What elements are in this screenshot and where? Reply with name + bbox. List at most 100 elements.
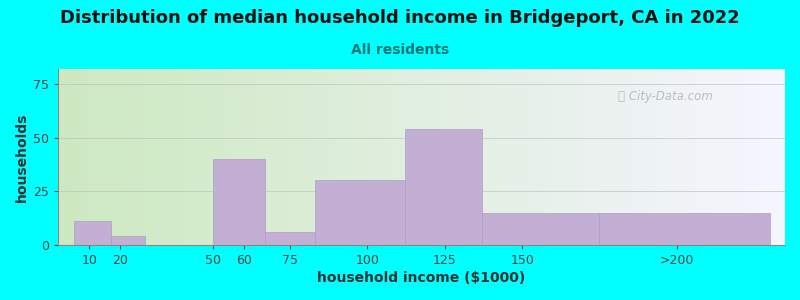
Bar <box>316 69 320 245</box>
Bar <box>570 69 574 245</box>
Bar <box>482 213 599 245</box>
Bar <box>367 69 370 245</box>
Bar <box>196 69 200 245</box>
Bar <box>127 69 131 245</box>
Bar <box>745 69 749 245</box>
Bar <box>287 69 290 245</box>
Bar <box>273 69 276 245</box>
Bar <box>163 69 167 245</box>
Bar <box>389 69 393 245</box>
Bar <box>315 181 405 245</box>
Bar <box>458 69 462 245</box>
Bar <box>171 69 174 245</box>
Bar <box>84 69 87 245</box>
Bar <box>229 69 233 245</box>
Bar <box>658 69 662 245</box>
Bar <box>386 69 389 245</box>
Bar <box>146 69 149 245</box>
Bar <box>349 69 353 245</box>
Bar <box>556 69 560 245</box>
Bar <box>505 69 509 245</box>
Bar <box>553 69 556 245</box>
Bar <box>567 69 570 245</box>
Bar <box>330 69 334 245</box>
Bar <box>480 69 483 245</box>
Bar <box>767 69 770 245</box>
Bar <box>694 69 698 245</box>
Bar <box>462 69 466 245</box>
Bar <box>186 69 189 245</box>
Bar <box>527 69 530 245</box>
Bar <box>360 69 363 245</box>
Bar <box>189 69 193 245</box>
Bar <box>113 69 116 245</box>
Bar <box>742 69 745 245</box>
Bar <box>709 69 712 245</box>
Bar <box>240 69 243 245</box>
Bar <box>749 69 752 245</box>
Bar <box>490 69 494 245</box>
Bar <box>120 69 124 245</box>
Bar <box>320 69 323 245</box>
Bar <box>374 69 378 245</box>
Bar <box>218 69 222 245</box>
Bar <box>356 69 360 245</box>
Bar <box>393 69 396 245</box>
Bar <box>426 69 429 245</box>
Bar <box>266 69 269 245</box>
Bar <box>498 69 502 245</box>
Bar <box>80 69 84 245</box>
Bar <box>418 69 422 245</box>
Bar <box>174 69 178 245</box>
Bar <box>149 69 153 245</box>
Bar <box>87 69 91 245</box>
Bar <box>400 69 403 245</box>
Bar <box>662 69 665 245</box>
Bar <box>716 69 719 245</box>
Bar <box>585 69 589 245</box>
Bar <box>476 69 480 245</box>
Bar <box>607 69 610 245</box>
Bar <box>702 69 705 245</box>
Bar <box>378 69 382 245</box>
Bar <box>342 69 346 245</box>
Bar <box>346 69 349 245</box>
Bar <box>523 69 527 245</box>
Bar <box>62 69 66 245</box>
Bar <box>690 69 694 245</box>
Bar <box>513 69 516 245</box>
Bar <box>676 69 680 245</box>
Bar <box>138 69 142 245</box>
Bar <box>530 69 534 245</box>
Bar <box>727 69 730 245</box>
Bar <box>763 69 767 245</box>
Bar <box>247 69 250 245</box>
Bar <box>730 69 734 245</box>
Bar <box>599 213 770 245</box>
Bar <box>436 69 440 245</box>
Bar <box>414 69 418 245</box>
Bar <box>266 232 315 245</box>
Bar <box>669 69 672 245</box>
Bar <box>226 69 229 245</box>
Bar <box>102 69 106 245</box>
Bar <box>563 69 567 245</box>
Bar <box>323 69 327 245</box>
Bar <box>382 69 386 245</box>
Bar <box>142 69 146 245</box>
Bar <box>213 159 266 245</box>
Bar <box>643 69 647 245</box>
Bar <box>182 69 186 245</box>
Bar <box>243 69 247 245</box>
Bar <box>483 69 487 245</box>
Bar <box>109 69 113 245</box>
Bar <box>403 69 407 245</box>
Bar <box>672 69 676 245</box>
Bar <box>250 69 254 245</box>
Text: ⓘ City-Data.com: ⓘ City-Data.com <box>618 90 713 103</box>
Bar <box>509 69 513 245</box>
Bar <box>610 69 614 245</box>
Bar <box>654 69 658 245</box>
Bar <box>290 69 294 245</box>
Bar <box>770 69 774 245</box>
